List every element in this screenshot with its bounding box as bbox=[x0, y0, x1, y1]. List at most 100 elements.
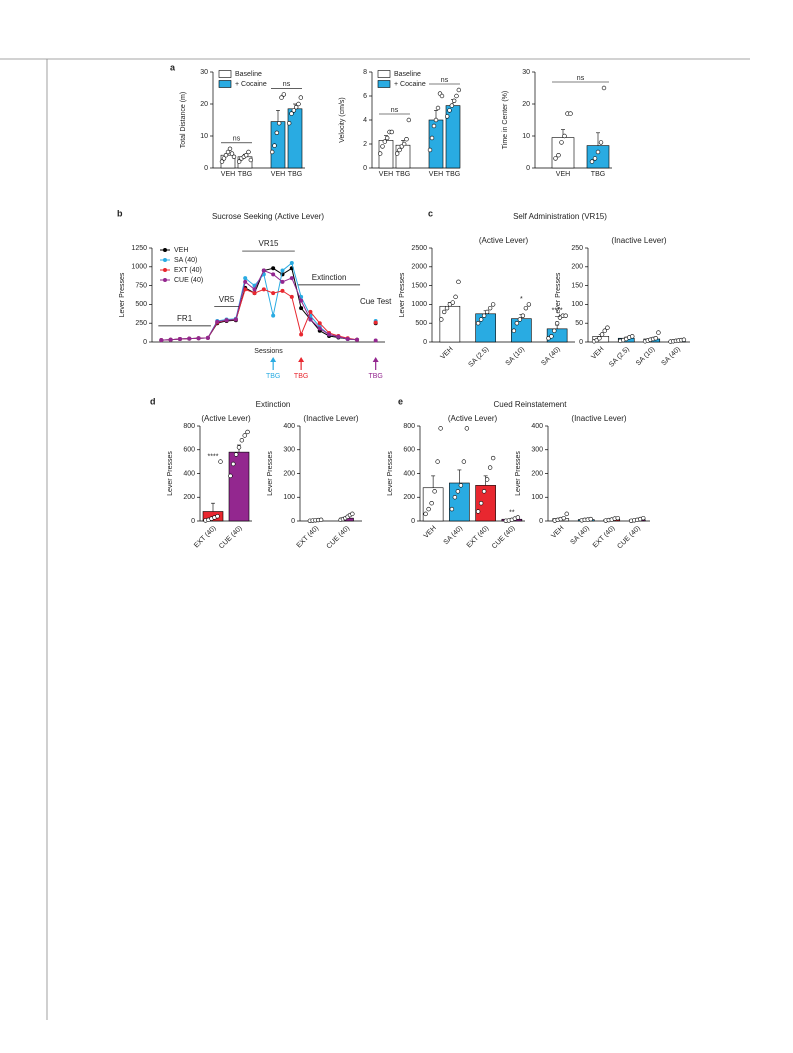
data-point bbox=[559, 140, 564, 145]
x-tick-label: SA (2.5) bbox=[468, 346, 491, 369]
x-tick-label: SA (10) bbox=[505, 346, 526, 367]
subtitle: (Active Lever) bbox=[201, 414, 251, 423]
y-tick-label: 500 bbox=[415, 320, 427, 327]
y-tick-label: 10 bbox=[200, 133, 208, 140]
x-tick-label: VEH bbox=[550, 525, 565, 540]
y-tick-label: 10 bbox=[522, 133, 530, 140]
data-point bbox=[233, 452, 239, 457]
series-marker bbox=[205, 335, 210, 340]
data-point bbox=[439, 317, 444, 322]
y-tick-label: 1000 bbox=[131, 264, 147, 271]
series-marker bbox=[243, 276, 248, 281]
data-point bbox=[231, 154, 237, 160]
x-tick-label: SA (40) bbox=[661, 346, 682, 367]
series-marker bbox=[252, 283, 257, 288]
data-point bbox=[592, 156, 598, 161]
x-tick-label: SA (40) bbox=[443, 525, 464, 546]
x-tick-label: SA (40) bbox=[570, 525, 591, 546]
series-marker bbox=[373, 320, 378, 325]
data-point bbox=[453, 294, 458, 300]
series-marker bbox=[261, 287, 266, 292]
panel-title: Cued Reinstatement bbox=[494, 400, 568, 409]
data-point bbox=[455, 489, 461, 494]
series-marker bbox=[243, 287, 248, 292]
y-tick-label: 600 bbox=[403, 447, 415, 454]
y-tick-label: 20 bbox=[522, 101, 530, 108]
series-marker bbox=[168, 337, 173, 342]
data-point bbox=[447, 108, 452, 113]
series-marker bbox=[289, 261, 294, 266]
series-marker bbox=[299, 294, 304, 299]
series-marker bbox=[289, 294, 294, 299]
data-point bbox=[389, 129, 395, 135]
significance-label: ns bbox=[391, 107, 399, 114]
data-point bbox=[433, 117, 439, 123]
x-tick-label: SA (40) bbox=[540, 346, 561, 367]
data-point bbox=[602, 328, 607, 333]
y-axis-label: Lever Presses bbox=[515, 451, 522, 496]
data-point bbox=[227, 146, 233, 152]
y-tick-label: 750 bbox=[135, 282, 147, 289]
significance-label: ns bbox=[441, 77, 449, 84]
y-tick-label: 100 bbox=[283, 494, 295, 501]
data-point bbox=[423, 511, 428, 517]
panel-title: Extinction bbox=[256, 400, 291, 409]
series-marker bbox=[280, 272, 285, 277]
data-point bbox=[219, 159, 225, 164]
data-point bbox=[272, 143, 277, 148]
y-tick-label: 500 bbox=[135, 301, 147, 308]
data-point bbox=[450, 300, 455, 305]
series-marker bbox=[308, 309, 313, 314]
y-tick-label: 30 bbox=[522, 69, 530, 76]
y-axis-label: Lever Presses bbox=[167, 451, 174, 496]
data-point bbox=[523, 305, 529, 311]
y-tick-label: 200 bbox=[571, 264, 583, 271]
x-tick-label: VEH bbox=[439, 346, 454, 361]
y-tick-label: 600 bbox=[183, 447, 195, 454]
data-point bbox=[481, 489, 487, 494]
data-point bbox=[484, 309, 490, 315]
data-point bbox=[242, 433, 247, 438]
legend-label: Baseline bbox=[235, 71, 262, 78]
legend-swatch bbox=[377, 80, 391, 88]
data-point bbox=[444, 305, 450, 311]
series-marker bbox=[336, 334, 341, 339]
x-tick-label: TBG bbox=[396, 171, 410, 178]
y-tick-label: 400 bbox=[283, 423, 295, 430]
data-point bbox=[601, 85, 607, 91]
data-point bbox=[561, 515, 566, 521]
y-tick-label: 0 bbox=[291, 518, 295, 525]
data-point bbox=[554, 321, 560, 326]
y-tick-label: 20 bbox=[200, 101, 208, 108]
x-tick-label: EXT (40) bbox=[466, 525, 491, 550]
series-marker bbox=[271, 272, 276, 277]
x-tick-label: VEH bbox=[556, 171, 570, 178]
data-point bbox=[597, 336, 602, 341]
y-tick-label: 400 bbox=[531, 423, 543, 430]
data-point bbox=[318, 517, 324, 523]
y-axis-label: Lever Presses bbox=[267, 451, 274, 496]
y-tick-label: 4 bbox=[363, 117, 367, 124]
legend-label: SA (40) bbox=[174, 257, 197, 264]
panel-label: d bbox=[150, 396, 156, 406]
data-point bbox=[350, 511, 355, 517]
annotation-label: TBG bbox=[294, 373, 308, 380]
data-point bbox=[564, 511, 569, 517]
data-point bbox=[377, 151, 383, 156]
data-point bbox=[563, 313, 568, 318]
x-tick-label: VEH bbox=[379, 171, 393, 178]
data-point bbox=[228, 473, 233, 479]
panel-label: e bbox=[398, 396, 403, 406]
series-marker bbox=[280, 279, 285, 284]
y-tick-label: 0 bbox=[143, 339, 147, 346]
data-point bbox=[461, 459, 467, 464]
legend-marker bbox=[163, 248, 167, 252]
significance-label: ns bbox=[233, 136, 241, 143]
y-tick-label: 250 bbox=[135, 320, 147, 327]
data-point bbox=[293, 104, 299, 110]
panel-title: Self Administration (VR15) bbox=[513, 212, 607, 221]
data-point bbox=[478, 317, 484, 322]
series-marker bbox=[252, 291, 257, 296]
y-tick-label: 6 bbox=[363, 93, 367, 100]
y-tick-label: 0 bbox=[411, 518, 415, 525]
